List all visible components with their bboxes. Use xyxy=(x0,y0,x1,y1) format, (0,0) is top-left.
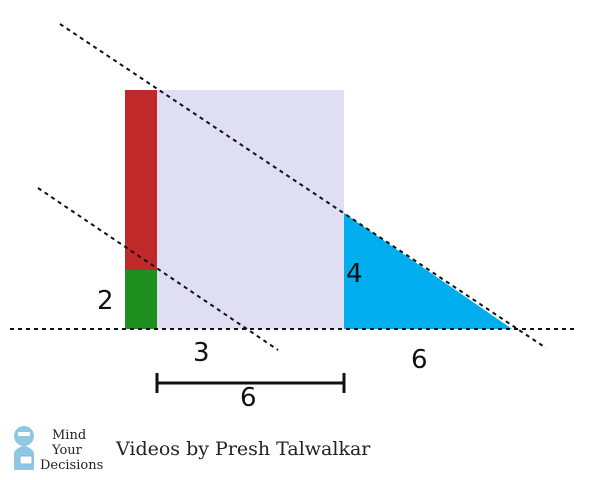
length-bracket xyxy=(155,373,346,393)
logo-text-your: Your xyxy=(51,443,83,458)
logo-icon xyxy=(14,426,34,470)
label-segment-3: 3 xyxy=(193,338,210,368)
credit-text: Videos by Presh Talwalkar xyxy=(115,438,371,460)
logo-text-decisions: Decisions xyxy=(40,458,103,473)
lower-diagonal-dotted xyxy=(37,187,279,351)
green-rectangle xyxy=(125,270,157,329)
label-triangle-height: 4 xyxy=(346,259,363,289)
red-rectangle xyxy=(125,90,157,270)
label-green-height: 2 xyxy=(97,286,114,316)
label-bracket-length: 6 xyxy=(240,383,257,413)
lavender-square xyxy=(157,90,344,329)
label-triangle-base: 6 xyxy=(411,345,428,375)
logo-text-mind: Mind xyxy=(52,428,86,443)
upper-diagonal-dotted xyxy=(59,23,547,349)
